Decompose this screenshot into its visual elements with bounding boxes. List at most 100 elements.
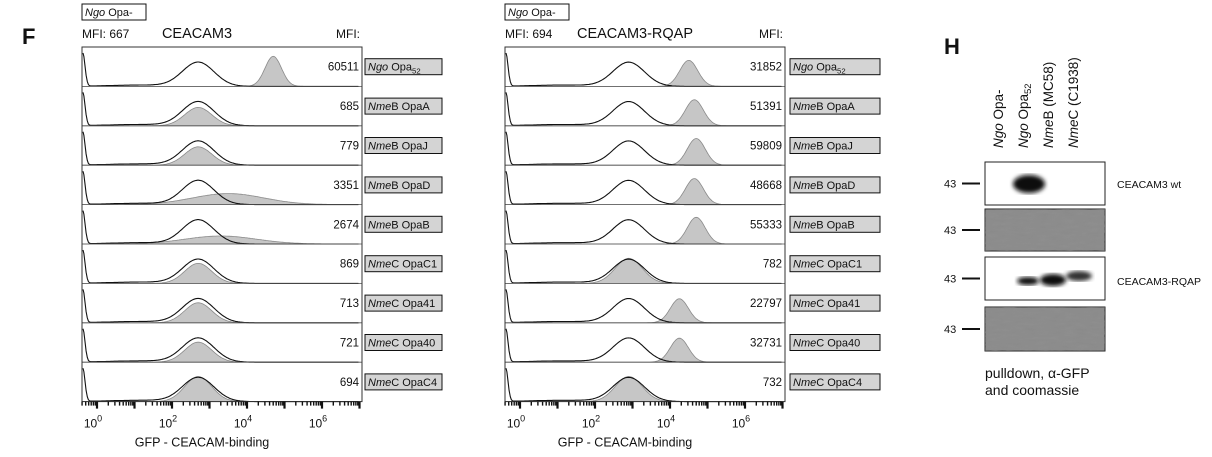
mfi-value: 32731 <box>750 338 782 350</box>
label: NmeB OpaJ <box>368 141 428 153</box>
mfi-value: 713 <box>340 298 359 310</box>
tick-exponent: 2 <box>595 414 600 424</box>
tick-exponent: 2 <box>172 414 177 424</box>
shaded-histogram <box>505 299 783 323</box>
label: NmeB OpaA <box>793 101 855 113</box>
label-text: C Opa41 <box>391 298 435 310</box>
blot-label: CEACAM3 wt <box>1117 179 1181 191</box>
marker-label: 43 <box>944 179 956 191</box>
tick-base: 10 <box>657 417 671 431</box>
label: Ngo Opa- <box>991 89 1006 148</box>
label: NmeB (MC58) <box>1041 62 1056 148</box>
shaded-histogram <box>505 60 783 86</box>
label-text: B OpaJ <box>391 141 428 153</box>
label-text: Opa- <box>528 7 556 19</box>
tick-base: 10 <box>507 417 521 431</box>
x-tick-label: 102 <box>159 414 177 431</box>
label: Ngo Opa52 <box>1016 83 1034 148</box>
open-histogram <box>506 211 781 244</box>
mfi-value: 60511 <box>328 62 359 74</box>
shaded-histogram <box>82 342 360 362</box>
mfi-value: 779 <box>340 141 359 153</box>
label-text: C OpaC1 <box>816 259 862 271</box>
label-text: C Opa40 <box>391 338 435 350</box>
label-italic: Nme <box>368 259 391 271</box>
label-italic: Nme <box>793 298 816 310</box>
histogram-title: CEACAM3 <box>162 26 232 42</box>
label-text: C (C1938) <box>1066 57 1081 119</box>
x-tick-label: 104 <box>234 414 252 431</box>
label: NmeC Opa41 <box>368 298 435 310</box>
x-tick-label: 106 <box>309 414 327 431</box>
x-tick-label: 100 <box>84 414 102 431</box>
blot-band <box>1013 175 1045 193</box>
label-text: Opa <box>1016 93 1031 123</box>
label-italic: Nme <box>793 101 816 113</box>
page: { "panel_f": { "letter": "F", "histogram… <box>0 0 1212 457</box>
mfi-value: 48668 <box>750 180 782 192</box>
caption: and coomassie <box>985 382 1079 398</box>
open-histogram <box>506 329 781 362</box>
label-italic: Nme <box>793 219 816 231</box>
label: NmeC OpaC4 <box>368 377 437 389</box>
shaded-histogram <box>82 303 360 323</box>
label-text: Opa- <box>105 7 133 19</box>
mfi-column-label: MFI: <box>759 27 783 41</box>
shaded-histogram <box>505 179 783 205</box>
marker-label: 43 <box>944 324 956 336</box>
label-text: Opa <box>388 62 413 74</box>
label-text: B OpaD <box>391 180 430 192</box>
tick-exponent: 6 <box>745 414 750 424</box>
open-histogram <box>506 92 781 125</box>
tick-base: 10 <box>582 417 596 431</box>
label: NmeC Opa41 <box>793 298 860 310</box>
label: NmeB OpaB <box>368 219 430 231</box>
label-italic: Ngo <box>508 7 528 19</box>
control-mfi: MFI: 694 <box>505 27 553 41</box>
shaded-histogram <box>82 56 360 86</box>
tick-base: 10 <box>159 417 173 431</box>
caption: pulldown, α-GFP <box>985 365 1090 381</box>
tick-base: 10 <box>84 417 98 431</box>
label-italic: Nme <box>793 338 816 350</box>
label-italic: Ngo <box>991 123 1006 148</box>
label: NmeB OpaD <box>368 180 430 192</box>
label-italic: Nme <box>793 141 816 153</box>
tick-base: 10 <box>309 417 323 431</box>
histogram-title: CEACAM3-RQAP <box>577 26 693 42</box>
blot-texture <box>985 209 1105 251</box>
label-text: B OpaB <box>816 219 855 231</box>
label: Ngo Opa- <box>85 7 133 19</box>
figure: F H Ngo Opa-MFI: 667CEACAM3MFI:60511Ngo … <box>0 0 1212 457</box>
tick-base: 10 <box>234 417 248 431</box>
label-italic: Nme <box>368 180 391 192</box>
label-italic: Nme <box>368 141 391 153</box>
label-text: Opa <box>813 62 838 74</box>
label-italic: Ngo <box>85 7 105 19</box>
x-tick-label: 102 <box>582 414 600 431</box>
label: NmeB OpaB <box>793 219 855 231</box>
label: NmeB OpaJ <box>793 141 853 153</box>
mfi-value: 55333 <box>750 219 782 231</box>
panel-letter: F <box>22 24 35 49</box>
mfi-value: 51391 <box>750 101 782 113</box>
label: NmeC OpaC1 <box>793 259 862 271</box>
blot-band <box>1066 271 1092 281</box>
open-histogram <box>506 171 781 204</box>
control-mfi: MFI: 667 <box>82 27 130 41</box>
shaded-histogram <box>82 263 360 283</box>
tick-exponent: 0 <box>520 414 525 424</box>
mfi-value: 59809 <box>750 141 782 153</box>
mfi-value: 869 <box>340 259 359 271</box>
shaded-histogram <box>82 377 360 402</box>
shaded-histogram <box>505 377 783 402</box>
x-tick-label: 100 <box>507 414 525 431</box>
label-text: Opa- <box>991 89 1006 123</box>
mfi-value: 31852 <box>750 62 782 74</box>
label-text: B OpaJ <box>816 141 853 153</box>
label-text: C OpaC1 <box>391 259 437 271</box>
mfi-column-label: MFI: <box>336 27 360 41</box>
label-italic: Ngo <box>368 62 388 74</box>
label: Ngo Opa- <box>508 7 556 19</box>
label: NmeB OpaA <box>368 101 430 113</box>
